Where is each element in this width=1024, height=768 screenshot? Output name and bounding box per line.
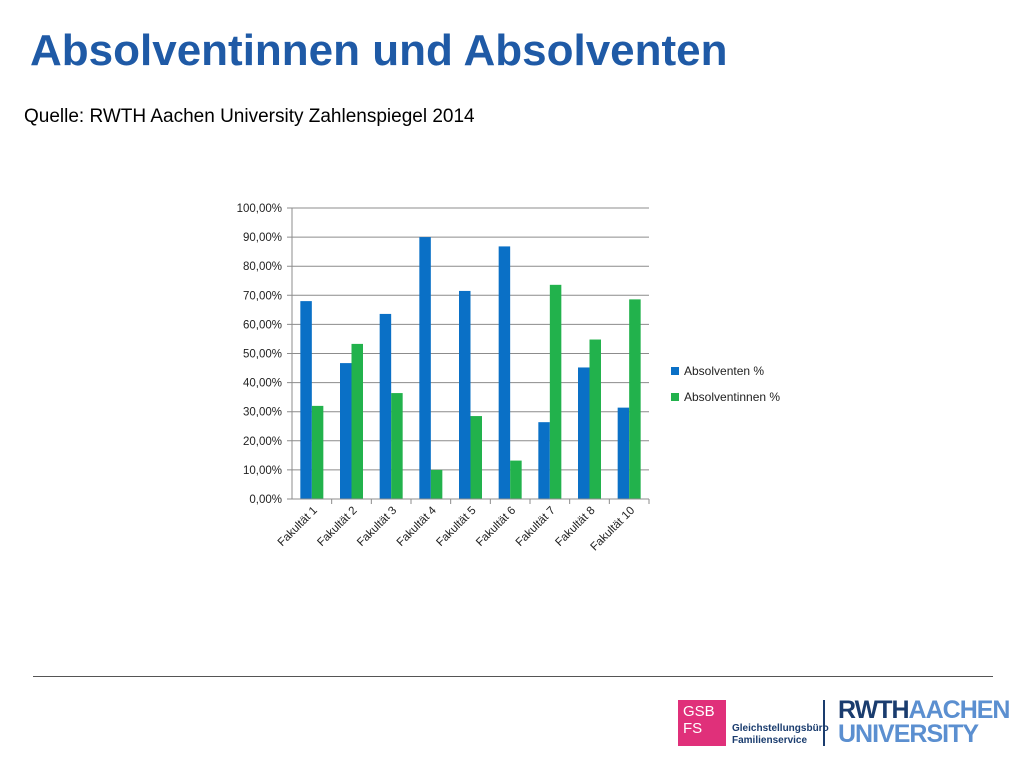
y-tick-label: 100,00% — [237, 203, 282, 215]
footer-divider — [33, 676, 993, 677]
logo-separator — [823, 700, 825, 746]
legend-entry: Absolventinnen % — [684, 390, 780, 404]
gsb-logo-line: GSB — [683, 703, 715, 720]
y-tick-label: 30,00% — [243, 407, 282, 419]
y-tick-label: 50,00% — [243, 349, 282, 361]
x-tick-label: Fakultät 7 — [514, 505, 558, 549]
rwth-logo-rwth: RWTH — [838, 696, 910, 724]
bar — [459, 290, 471, 499]
x-tick-label: Fakultät 3 — [355, 505, 399, 549]
y-tick-label: 40,00% — [243, 378, 282, 390]
chart-bars — [300, 237, 641, 499]
rwth-logo-aachen: AACHEN — [908, 696, 1011, 724]
chart-legend: Absolventen % Absolventinnen % — [671, 364, 780, 404]
bar — [549, 284, 562, 499]
y-tick-label: 80,00% — [243, 261, 282, 273]
bar — [629, 299, 641, 499]
rwth-aachen-logo: RWTHAACHEN UNIVERSITY — [838, 696, 1011, 748]
gsb-text-line: Gleichstellungsbüro — [732, 723, 829, 734]
x-tick-label: Fakultät 4 — [395, 504, 440, 549]
y-tick-label: 70,00% — [243, 290, 282, 302]
x-tick-label: Fakultät 5 — [434, 505, 478, 549]
slide-title: Absolventinnen und Absolventen — [30, 26, 728, 75]
gsb-office-name: Gleichstellungsbüro Familienservice — [732, 723, 829, 747]
slide-subtitle: Quelle: RWTH Aachen University Zahlenspi… — [24, 106, 475, 127]
bar — [470, 416, 482, 499]
y-tick-label: 90,00% — [243, 232, 282, 244]
bar — [340, 363, 352, 499]
bar — [589, 339, 601, 499]
bar — [391, 393, 403, 499]
rwth-logo-line-1: RWTHAACHEN — [838, 696, 1011, 724]
bar — [538, 422, 550, 499]
gsb-fs-logo: GSB FS — [678, 700, 726, 746]
y-tick-label: 20,00% — [243, 436, 282, 448]
y-tick-label: 60,00% — [243, 319, 282, 331]
bar — [578, 367, 590, 499]
bar — [351, 343, 363, 499]
bar — [498, 246, 511, 499]
bar — [430, 469, 443, 499]
legend-swatch — [671, 367, 679, 375]
x-tick-label: Fakultät 6 — [474, 505, 518, 549]
bar — [311, 405, 324, 499]
y-tick-label: 10,00% — [243, 465, 282, 477]
gsb-logo-line: FS — [683, 720, 703, 737]
bar-chart: 0,00% 10,00% 20,00% 30,00% 40,00% 50,00% 60,00… — [237, 203, 781, 553]
chart-axes — [291, 208, 650, 504]
bar — [379, 313, 392, 499]
x-tick-label: Fakultät 2 — [315, 505, 359, 549]
x-tick-label: Fakultät 1 — [276, 505, 320, 549]
bar — [300, 301, 312, 499]
gsb-text-line: Familienservice — [732, 735, 808, 746]
rwth-logo-university: UNIVERSITY — [838, 720, 979, 748]
legend-swatch — [671, 393, 679, 401]
bar — [510, 460, 522, 499]
legend-entry: Absolventen % — [684, 364, 764, 378]
bar — [617, 407, 630, 499]
y-tick-label: 0,00% — [249, 494, 282, 506]
bar — [419, 237, 431, 499]
y-axis-tick-labels: 0,00% 10,00% 20,00% 30,00% 40,00% 50,00% 60,00… — [237, 203, 282, 506]
